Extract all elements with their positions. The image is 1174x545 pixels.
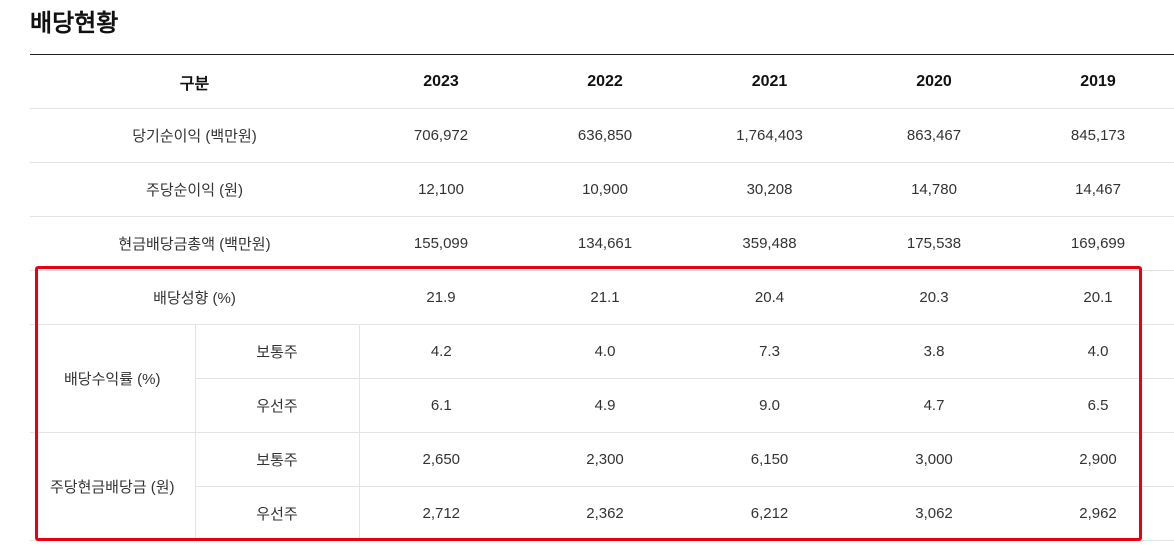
cell-value: 3,062 <box>852 486 1017 541</box>
row-label: 주당순이익 (원) <box>30 162 360 217</box>
cell-value: 3.8 <box>852 324 1017 379</box>
group-label: 배당수익률 (%) <box>30 324 196 433</box>
header-year: 2020 <box>852 54 1017 109</box>
cell-value: 4.0 <box>523 324 688 379</box>
cell-value: 4.0 <box>1016 324 1174 379</box>
cell-value: 4.7 <box>852 378 1017 433</box>
row-label: 현금배당금총액 (백만원) <box>30 216 360 271</box>
table-row: 현금배당금총액 (백만원) 155,099 134,661 359,488 17… <box>30 216 1174 271</box>
cell-value: 21.9 <box>359 270 524 325</box>
cell-value: 175,538 <box>852 216 1017 271</box>
header-year: 2021 <box>687 54 853 109</box>
cell-value: 2,900 <box>1016 432 1174 487</box>
table-row: 주당현금배당금 (원) 보통주 2,650 2,300 6,150 3,000 … <box>30 432 1174 541</box>
cell-value: 1,764,403 <box>687 108 853 163</box>
cell-value: 169,699 <box>1016 216 1174 271</box>
cell-value: 6,212 <box>687 486 853 541</box>
cell-value: 6.5 <box>1016 378 1174 433</box>
sub-label: 우선주 <box>195 378 360 433</box>
cell-value: 14,780 <box>852 162 1017 217</box>
dividend-table: 구분 2023 2022 2021 2020 2019 당기순이익 (백만원) … <box>30 54 1174 541</box>
table-header-row: 구분 2023 2022 2021 2020 2019 <box>30 54 1174 109</box>
cell-value: 30,208 <box>687 162 853 217</box>
cell-value: 155,099 <box>359 216 524 271</box>
cell-value: 4.2 <box>359 324 524 379</box>
table-row: 주당순이익 (원) 12,100 10,900 30,208 14,780 14… <box>30 162 1174 217</box>
row-label: 배당성향 (%) <box>30 270 360 325</box>
table-row: 우선주 2,712 2,362 6,212 3,062 2,962 <box>30 486 1174 541</box>
cell-value: 7.3 <box>687 324 853 379</box>
cell-value: 2,712 <box>359 486 524 541</box>
cell-value: 10,900 <box>523 162 688 217</box>
header-year: 2023 <box>359 54 524 109</box>
sub-label: 보통주 <box>195 432 360 487</box>
table-row: 배당성향 (%) 21.9 21.1 20.4 20.3 20.1 <box>30 270 1174 325</box>
table-row: 당기순이익 (백만원) 706,972 636,850 1,764,403 86… <box>30 108 1174 163</box>
cell-value: 3,000 <box>852 432 1017 487</box>
cell-value: 4.9 <box>523 378 688 433</box>
cell-value: 134,661 <box>523 216 688 271</box>
table-row: 배당수익률 (%) 보통주 4.2 4.0 7.3 3.8 4.0 <box>30 324 1174 433</box>
cell-value: 2,300 <box>523 432 688 487</box>
cell-value: 14,467 <box>1016 162 1174 217</box>
cell-value: 9.0 <box>687 378 853 433</box>
cell-value: 2,650 <box>359 432 524 487</box>
row-label: 당기순이익 (백만원) <box>30 108 360 163</box>
header-category: 구분 <box>30 54 360 109</box>
sub-label: 보통주 <box>195 324 360 379</box>
cell-value: 2,362 <box>523 486 688 541</box>
cell-value: 706,972 <box>359 108 524 163</box>
page-title: 배당현황 <box>30 10 119 37</box>
cell-value: 6.1 <box>359 378 524 433</box>
cell-value: 20.4 <box>687 270 853 325</box>
cell-value: 2,962 <box>1016 486 1174 541</box>
cell-value: 636,850 <box>523 108 688 163</box>
table-row: 우선주 6.1 4.9 9.0 4.7 6.5 <box>30 378 1174 433</box>
cell-value: 6,150 <box>687 432 853 487</box>
cell-value: 863,467 <box>852 108 1017 163</box>
cell-value: 12,100 <box>359 162 524 217</box>
header-year: 2022 <box>523 54 688 109</box>
cell-value: 21.1 <box>523 270 688 325</box>
cell-value: 359,488 <box>687 216 853 271</box>
cell-value: 20.1 <box>1016 270 1174 325</box>
group-label: 주당현금배당금 (원) <box>30 432 196 541</box>
cell-value: 20.3 <box>852 270 1017 325</box>
cell-value: 845,173 <box>1016 108 1174 163</box>
header-year: 2019 <box>1016 54 1174 109</box>
sub-label: 우선주 <box>195 486 360 541</box>
